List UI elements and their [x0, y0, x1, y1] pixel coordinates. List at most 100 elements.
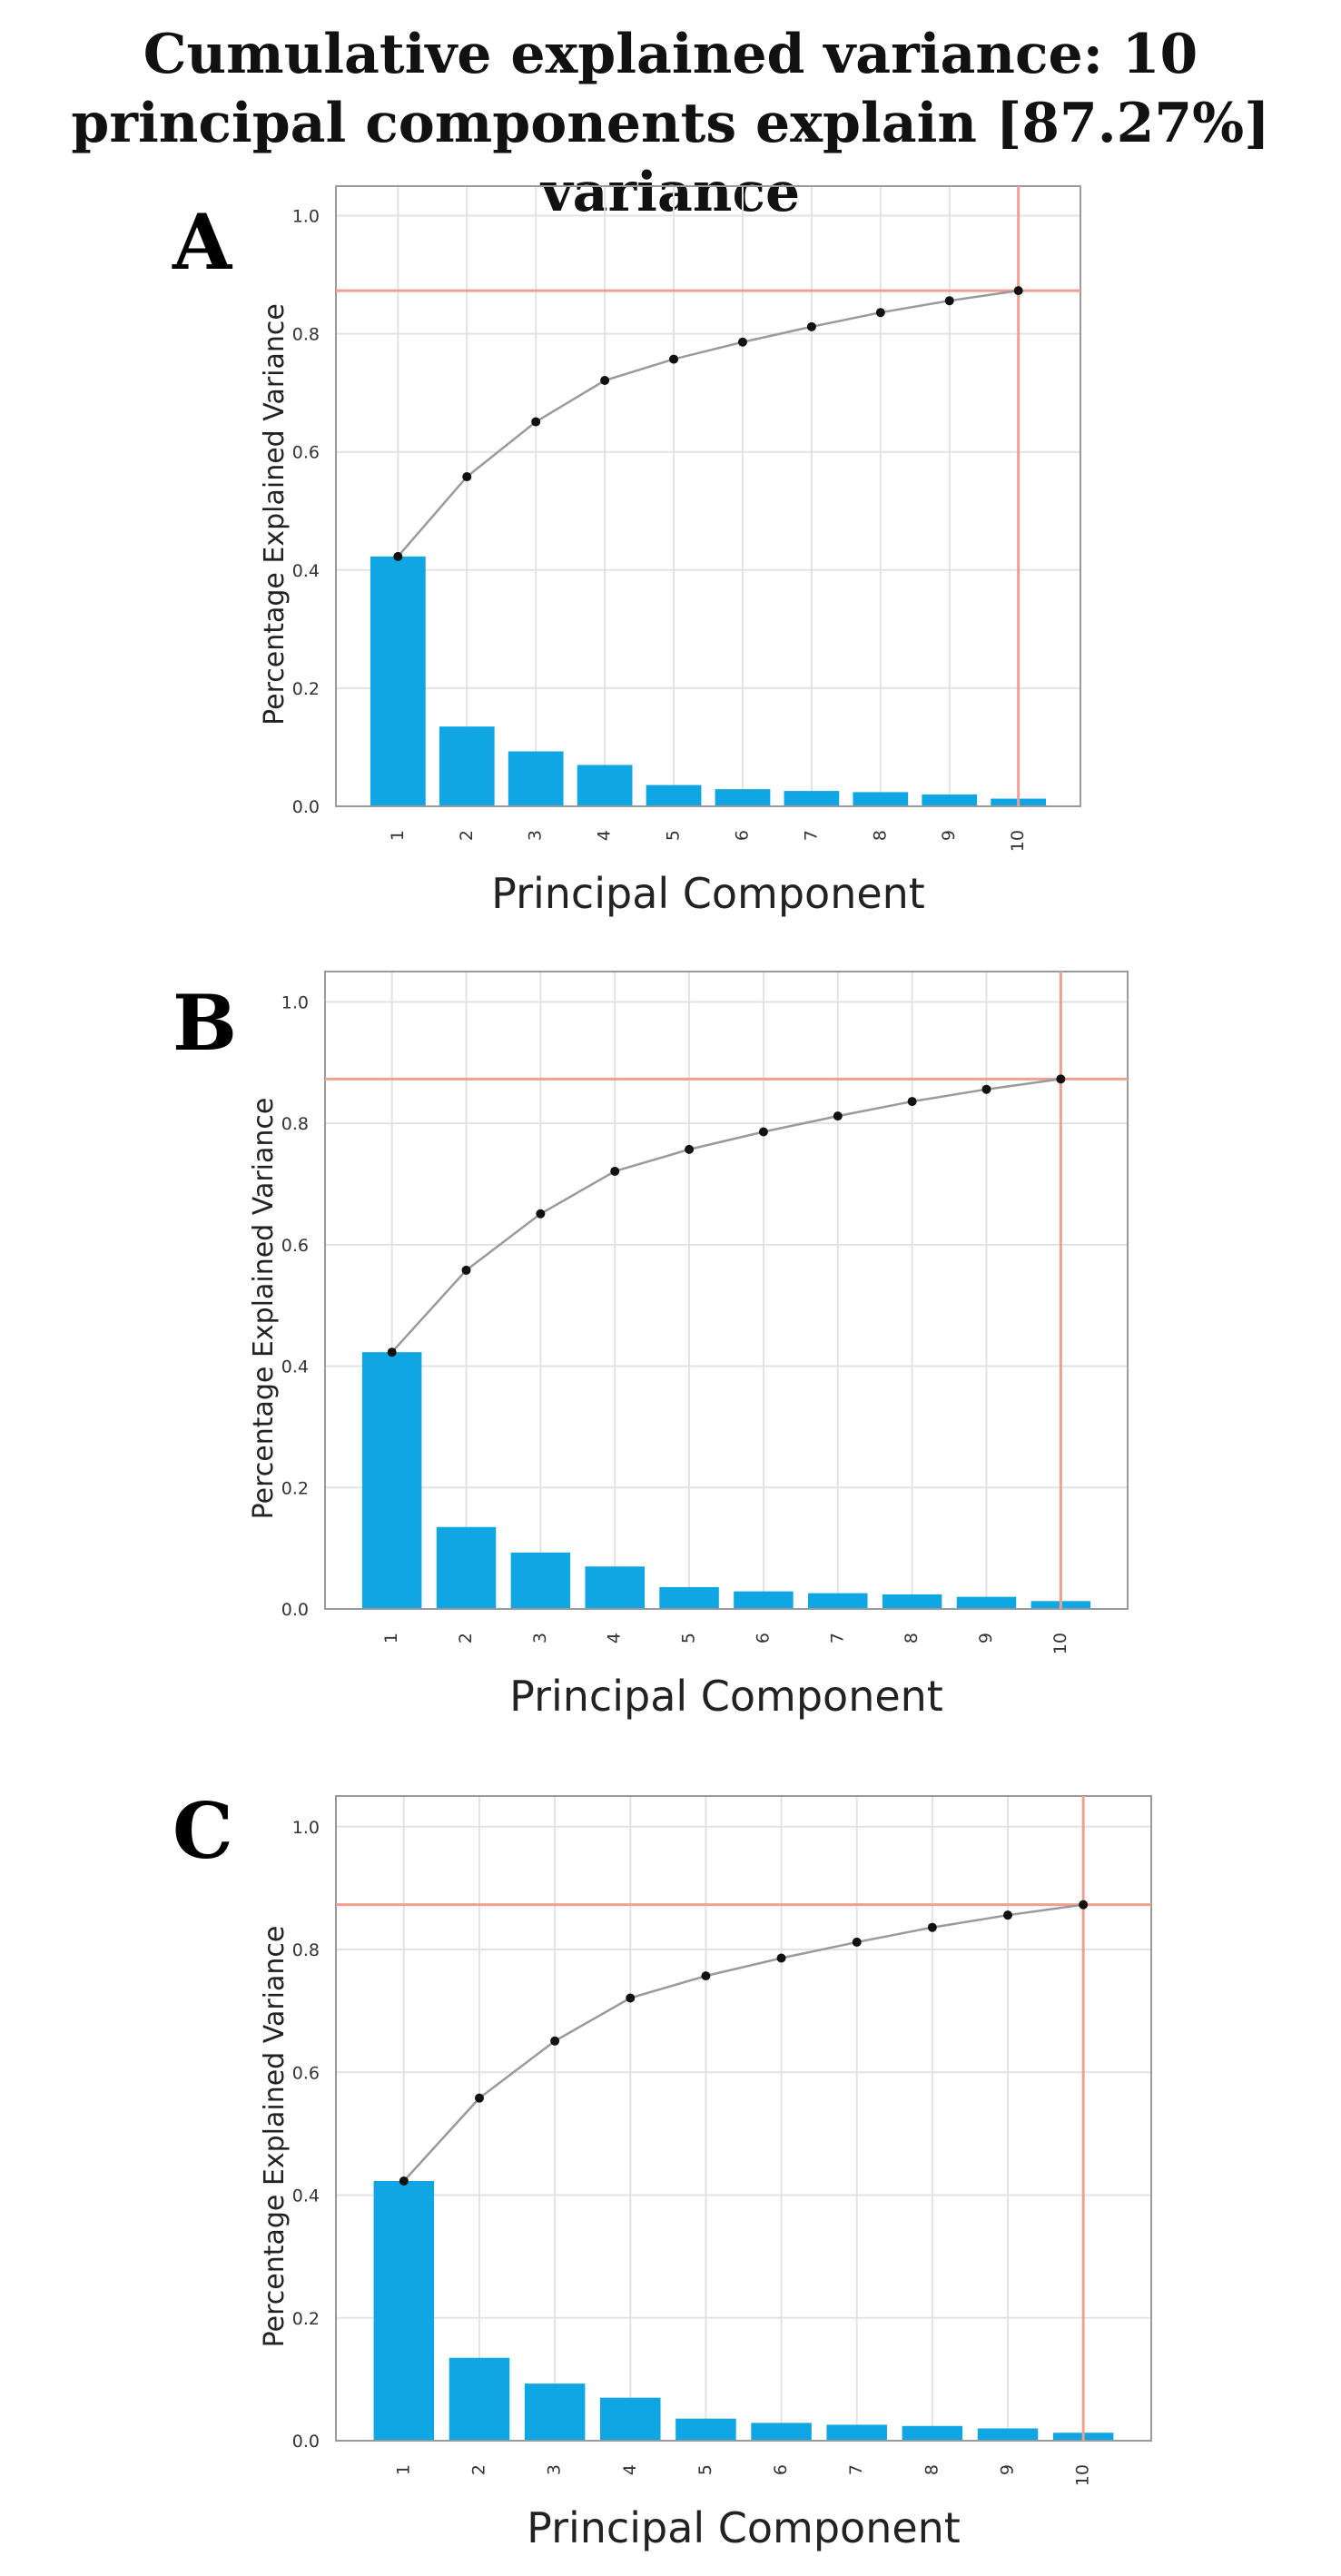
cumulative-point-pc3: [550, 2036, 560, 2046]
x-tick-label: 7: [801, 830, 821, 841]
cumulative-point-pc7: [833, 1111, 843, 1121]
bar-c-pc7: [826, 2424, 887, 2441]
x-tick-label: 2: [457, 830, 477, 841]
x-tick-label: 4: [595, 830, 615, 841]
bar-b-pc7: [808, 1593, 868, 1609]
x-tick-label: 6: [732, 830, 752, 841]
y-tick-label: 0.6: [292, 443, 320, 463]
x-tick-label: 2: [468, 2464, 488, 2475]
cumulative-point-pc10: [1079, 1900, 1089, 1910]
cumulative-line: [390, 1078, 1061, 1354]
x-tick-label: 10: [1073, 2464, 1093, 2486]
x-tick-label: 7: [827, 1633, 847, 1643]
y-tick-label: 1.0: [281, 992, 309, 1012]
bar-a-pc6: [715, 789, 771, 806]
x-tick-label: 6: [753, 1633, 773, 1643]
bar-c-pc3: [524, 2384, 586, 2441]
cumulative-point-pc5: [685, 1144, 695, 1154]
x-tick-label: 1: [381, 1633, 401, 1643]
bar-a-pc2: [439, 726, 495, 806]
cumulative-point-pc4: [610, 1166, 620, 1176]
bar-a-pc8: [853, 792, 909, 806]
bar-c-pc2: [449, 2357, 510, 2441]
x-tick-label: 8: [902, 1633, 922, 1643]
bar-c-pc9: [977, 2428, 1039, 2441]
cumulative-point-pc2: [474, 2093, 484, 2103]
x-tick-label: 4: [605, 1633, 625, 1643]
bar-b-pc4: [585, 1566, 645, 1609]
x-tick-label: 9: [976, 1633, 996, 1643]
x-axis-label: Principal Component: [509, 1672, 943, 1721]
bar-b-pc2: [436, 1526, 497, 1609]
y-tick-label: 0.4: [292, 2186, 320, 2206]
cumulative-point-pc9: [1003, 1910, 1013, 1920]
bar-a-pc3: [508, 751, 564, 806]
bar-c-pc4: [600, 2397, 661, 2441]
cumulative-line: [397, 289, 1019, 558]
cumulative-point-pc10: [1056, 1074, 1066, 1084]
chart-c: 0.0 0.2 0.4 0.6 0.8 1.0 1 2 3 4 5 6 7 8 9 10 Principal C…: [259, 1795, 1152, 2552]
cumulative-point-pc4: [600, 376, 610, 386]
y-tick-label: 0.8: [292, 325, 320, 345]
x-tick-label: 5: [695, 2464, 715, 2475]
x-tick-label: 9: [939, 830, 959, 841]
panel-label-b: B: [173, 978, 237, 1068]
cumulative-point-pc2: [462, 472, 472, 482]
plot-frame: [324, 971, 1129, 1610]
figure-title: Cumulative explained variance: 10 princi…: [71, 23, 1270, 224]
cumulative-point-pc7: [852, 1937, 862, 1947]
y-tick-label: 0.4: [292, 561, 320, 581]
x-axis-label: Principal Component: [491, 869, 925, 918]
y-tick-label: 1.0: [292, 207, 320, 227]
cumulative-line: [402, 1903, 1084, 2182]
bar-b-pc6: [734, 1591, 794, 1609]
x-tick-label: 4: [620, 2464, 640, 2475]
y-tick-label: 0.2: [292, 2309, 320, 2329]
cumulative-point-pc1: [387, 1347, 397, 1357]
x-axis-label: Principal Component: [527, 2503, 961, 2552]
y-tick-label: 0.8: [292, 1940, 320, 1960]
y-axis-label: Percentage Explained Variance: [248, 1098, 280, 1520]
x-tick-label: 7: [846, 2464, 866, 2475]
bar-a-pc9: [922, 794, 978, 806]
x-tick-label: 3: [545, 2464, 565, 2475]
y-tick-label: 0.6: [281, 1236, 309, 1256]
cumulative-point-pc9: [944, 296, 954, 306]
cumulative-point-pc4: [626, 1993, 636, 2003]
y-tick-label: 0.2: [281, 1478, 309, 1498]
y-tick-label: 0.2: [292, 679, 320, 699]
bar-b-pc8: [882, 1594, 942, 1609]
bar-b-pc3: [510, 1552, 571, 1609]
x-tick-label: 8: [870, 830, 890, 841]
y-axis-label: Percentage Explained Variance: [259, 1926, 291, 2348]
y-tick-label: 0.0: [292, 2432, 320, 2452]
y-tick-label: 0.0: [292, 797, 320, 817]
cumulative-point-pc2: [461, 1265, 471, 1275]
bar-c-pc6: [751, 2423, 812, 2441]
x-tick-label: 6: [771, 2464, 791, 2475]
bar-a-pc7: [784, 791, 840, 806]
bar-b-pc9: [956, 1596, 1017, 1609]
cumulative-point-pc5: [701, 1971, 711, 1981]
cumulative-point-pc10: [1013, 286, 1023, 296]
bar-c-pc1: [373, 2180, 435, 2441]
chart-b: 0.0 0.2 0.4 0.6 0.8 1.0 1 2 3 4 5 6 7 8 9 10 Principal C…: [248, 971, 1129, 1721]
y-axis-label: Percentage Explained Variance: [259, 303, 291, 725]
bar-a-pc1: [370, 556, 426, 806]
chart-a: 0.0 0.2 0.4 0.6 0.8 1.0 1 2 3 4 5 6 7 8 9 10 Principal C…: [259, 185, 1081, 918]
y-tick-label: 0.8: [281, 1114, 309, 1134]
cumulative-point-pc5: [669, 354, 679, 364]
cumulative-point-pc8: [927, 1922, 937, 1932]
x-tick-label: 10: [1008, 830, 1028, 852]
cumulative-point-pc6: [737, 337, 747, 347]
cumulative-point-pc8: [907, 1097, 917, 1107]
x-tick-label: 10: [1050, 1633, 1070, 1654]
bar-b-pc5: [659, 1586, 719, 1609]
x-tick-label: 1: [388, 830, 408, 841]
plot-frame: [335, 185, 1081, 807]
bar-a-pc4: [577, 765, 633, 806]
y-tick-label: 1.0: [292, 1818, 320, 1838]
panel-label-a: A: [173, 197, 232, 287]
x-tick-label: 3: [526, 830, 546, 841]
